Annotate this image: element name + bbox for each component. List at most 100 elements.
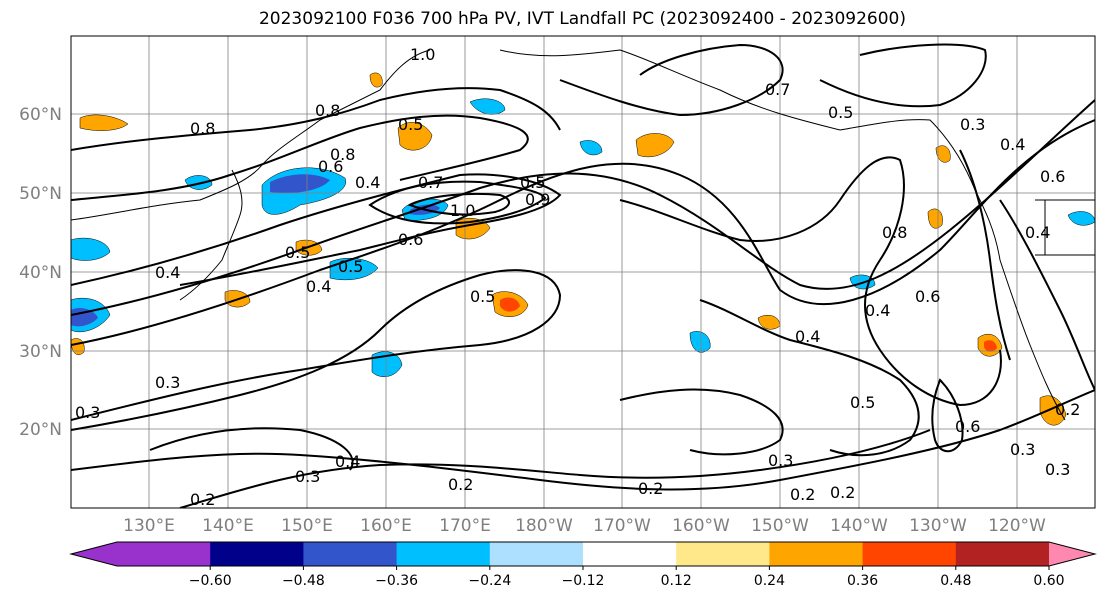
contour-label: 0.2	[1055, 400, 1080, 419]
lon-label: 140°E	[202, 516, 254, 536]
lat-label: 40°N	[19, 263, 62, 283]
contour-label: 0.8	[315, 101, 340, 120]
lon-label: 170°E	[439, 516, 491, 536]
contour-label-layer: 0.8 1.0 0.8 0.5 0.7 0.5 0.8 0.6 0.4 0.7 …	[75, 45, 1080, 509]
shade-positive-central-core	[500, 297, 520, 312]
contour-label: 0.4	[355, 173, 380, 192]
lon-label: 130°W	[909, 516, 967, 536]
lon-label: 160°E	[360, 516, 412, 536]
contour-label: 1.0	[410, 45, 435, 64]
contour-label: 0.4	[335, 452, 360, 471]
colorbar-tick-label: 0.12	[661, 573, 692, 589]
contour-label: 0.8	[882, 223, 907, 242]
contour-label: 0.2	[830, 483, 855, 502]
lon-label: 130°E	[123, 516, 175, 536]
lon-label: 140°W	[830, 516, 888, 536]
colorbar-cell	[117, 542, 211, 566]
lon-label: 120°W	[988, 516, 1046, 536]
contour-label: 0.2	[448, 475, 473, 494]
lat-label: 50°N	[19, 184, 62, 204]
contour-label: 0.2	[790, 485, 815, 504]
shade-positive-west	[79, 114, 129, 131]
colorbar-extend-low	[71, 542, 117, 566]
contour-label: 0.6	[318, 157, 343, 176]
lon-axis: 130°E 140°E 150°E 160°E 170°E 180°W 170°…	[123, 516, 1046, 536]
shade-positive-aleutian	[635, 133, 675, 158]
contour-label: 0.2	[638, 479, 663, 498]
shade-negative-north2	[579, 140, 603, 156]
contour-label: 0.5	[285, 243, 310, 262]
shade-negative-north1	[469, 98, 506, 115]
colorbar-tick-label: 0.60	[1033, 573, 1064, 589]
pv-contours	[71, 43, 1095, 508]
lat-label: 30°N	[19, 342, 62, 362]
contour-label: 0.8	[330, 145, 355, 164]
contour-label: 0.6	[915, 287, 940, 306]
colorbar-tick-label: −0.12	[562, 573, 605, 589]
contour-label: 0.5	[398, 115, 423, 134]
contour-label: 0.5	[520, 173, 545, 192]
contour-label: 0.6	[955, 417, 980, 436]
contour-label: 0.3	[75, 403, 100, 422]
contour-label: 0.3	[1045, 460, 1070, 479]
contour-label: 0.4	[795, 327, 820, 346]
colorbar-cell	[676, 542, 770, 566]
contour-label: 0.6	[1040, 167, 1065, 186]
lat-axis: 60°N 50°N 40°N 30°N 20°N	[19, 105, 62, 440]
colorbar-cell	[769, 542, 864, 566]
lat-label: 60°N	[19, 105, 62, 125]
colorbar-cell	[489, 542, 584, 566]
contour-label: 0.4	[306, 277, 331, 296]
colorbar-tick-label: 0.36	[847, 573, 878, 589]
lon-label: 150°W	[751, 516, 809, 536]
contour-label: 0.5	[338, 257, 363, 276]
shade-positive-north	[369, 72, 383, 88]
colorbar-tick-label: −0.60	[189, 573, 232, 589]
colorbar-extend-high	[1049, 542, 1095, 566]
shade-positive-bc	[927, 208, 943, 229]
lon-label: 170°W	[593, 516, 651, 536]
shading-layer	[71, 72, 1095, 426]
shade-positive-okhotsk	[397, 122, 433, 151]
colorbar-tick-label: 0.24	[754, 573, 785, 589]
contour-label: 0.5	[470, 287, 495, 306]
colorbar-cell	[862, 542, 957, 566]
contour-label: 0.7	[418, 173, 443, 192]
contour-label: 1.0	[450, 201, 475, 220]
colorbar-cell	[955, 542, 1050, 566]
colorbar-cells	[71, 542, 1095, 566]
contour-label: 0.4	[155, 263, 180, 282]
contour-label: 0.3	[768, 451, 793, 470]
lat-label: 20°N	[19, 420, 62, 440]
colorbar-outline	[69, 541, 1097, 567]
colorbar-tick-label: −0.24	[468, 573, 511, 589]
shade-negative-east	[1067, 211, 1095, 226]
contour-label: 0.4	[1000, 135, 1025, 154]
shade-positive-calif-core	[984, 340, 997, 352]
chart-title: 2023092100 F036 700 hPa PV, IVT Landfall…	[258, 9, 906, 29]
contour-label: 0.3	[295, 467, 320, 486]
contour-label: 0.8	[190, 119, 215, 138]
shade-negative-west-core	[71, 307, 98, 327]
map-frame	[70, 35, 1096, 509]
shade-negative-kamchatka-core	[270, 174, 330, 194]
shade-negative-hawaii	[689, 331, 711, 353]
contour-label: 0.3	[960, 115, 985, 134]
contour-label: 0.3	[155, 373, 180, 392]
contour-label: 0.5	[828, 103, 853, 122]
colorbar-cell	[303, 542, 398, 566]
colorbar-cell	[210, 542, 304, 566]
contour-label: 0.5	[850, 393, 875, 412]
colorbar-tick-label: −0.36	[375, 573, 418, 589]
colorbar-ticks: −0.60 −0.48 −0.36 −0.24 −0.12 0.12 0.24 0.36 0.4…	[189, 566, 1065, 589]
contour-label: 0.6	[398, 230, 423, 249]
contour-label: 0.3	[1010, 440, 1035, 459]
contour-label: 0.4	[1025, 223, 1050, 242]
contour-label: 0.4	[865, 301, 890, 320]
graticule	[71, 36, 1095, 508]
contour-label: 0.2	[190, 490, 215, 509]
contour-label: 0.7	[765, 80, 790, 99]
colorbar-cell	[583, 542, 677, 566]
lon-label: 180°W	[515, 516, 573, 536]
colorbar-tick-label: 0.48	[940, 573, 971, 589]
